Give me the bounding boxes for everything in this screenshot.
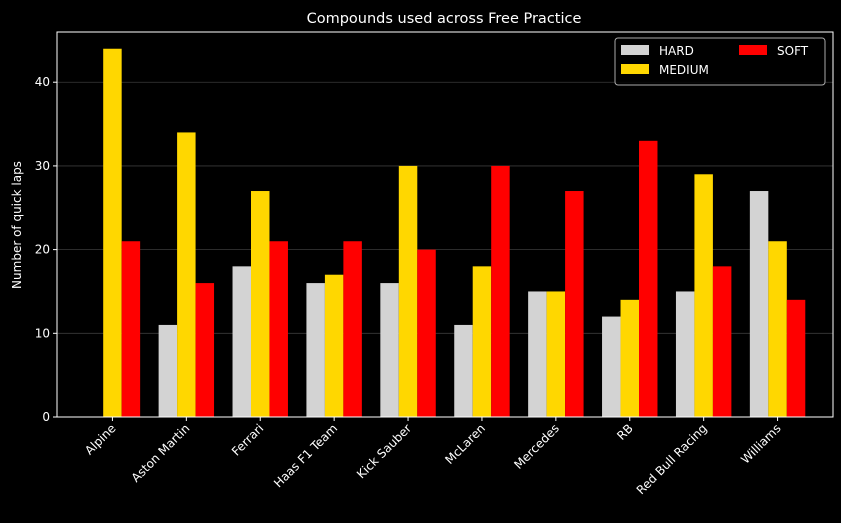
legend-label-soft: SOFT (777, 44, 809, 58)
bar-soft (639, 140, 658, 417)
plot-frame (56, 31, 834, 418)
legend-label-hard: HARD (659, 44, 694, 58)
bar-hard (675, 291, 695, 417)
y-tick-label: 40 (35, 75, 50, 89)
bar-soft (121, 241, 141, 417)
legend-swatch-hard (621, 45, 649, 55)
legend-box (614, 37, 826, 86)
y-axis: 0 10 20 30 40 (35, 75, 57, 424)
y-tick-label: 30 (35, 159, 50, 173)
y-tick-label: 10 (35, 326, 50, 340)
bar-hard (454, 324, 473, 417)
bar-soft (417, 249, 436, 417)
bar-medium (694, 174, 713, 417)
bar-soft (491, 165, 510, 417)
bar-medium (324, 274, 344, 417)
bar-medium (177, 132, 196, 417)
y-tick-label: 0 (42, 410, 50, 424)
bar-soft (712, 266, 732, 417)
bar-hard (602, 316, 621, 417)
bar-medium (472, 266, 492, 417)
legend-swatch-soft (739, 45, 767, 55)
bar-hard (380, 283, 399, 417)
bar-hard (528, 291, 547, 417)
bar-soft (269, 241, 288, 417)
bar-medium (251, 191, 270, 417)
bar-soft (195, 283, 215, 417)
bar-hard (232, 266, 251, 417)
chart-title: Compounds used across Free Practice (307, 11, 582, 27)
bar-soft (565, 191, 584, 417)
bar-hard (158, 324, 178, 417)
bar-medium (768, 241, 787, 417)
bar-medium (103, 48, 122, 417)
legend: HARD MEDIUM SOFT (614, 37, 826, 86)
bars (103, 48, 806, 417)
bar-hard (749, 191, 769, 417)
bar-medium (546, 291, 566, 417)
bar-hard (306, 283, 325, 417)
legend-swatch-medium (621, 64, 649, 74)
y-tick-label: 20 (35, 243, 50, 257)
bar-medium (398, 165, 418, 417)
bar-medium (620, 299, 639, 417)
legend-label-medium: MEDIUM (659, 63, 709, 77)
bar-soft (343, 241, 362, 417)
bar-soft (786, 299, 806, 417)
y-axis-title: Number of quick laps (10, 161, 24, 289)
